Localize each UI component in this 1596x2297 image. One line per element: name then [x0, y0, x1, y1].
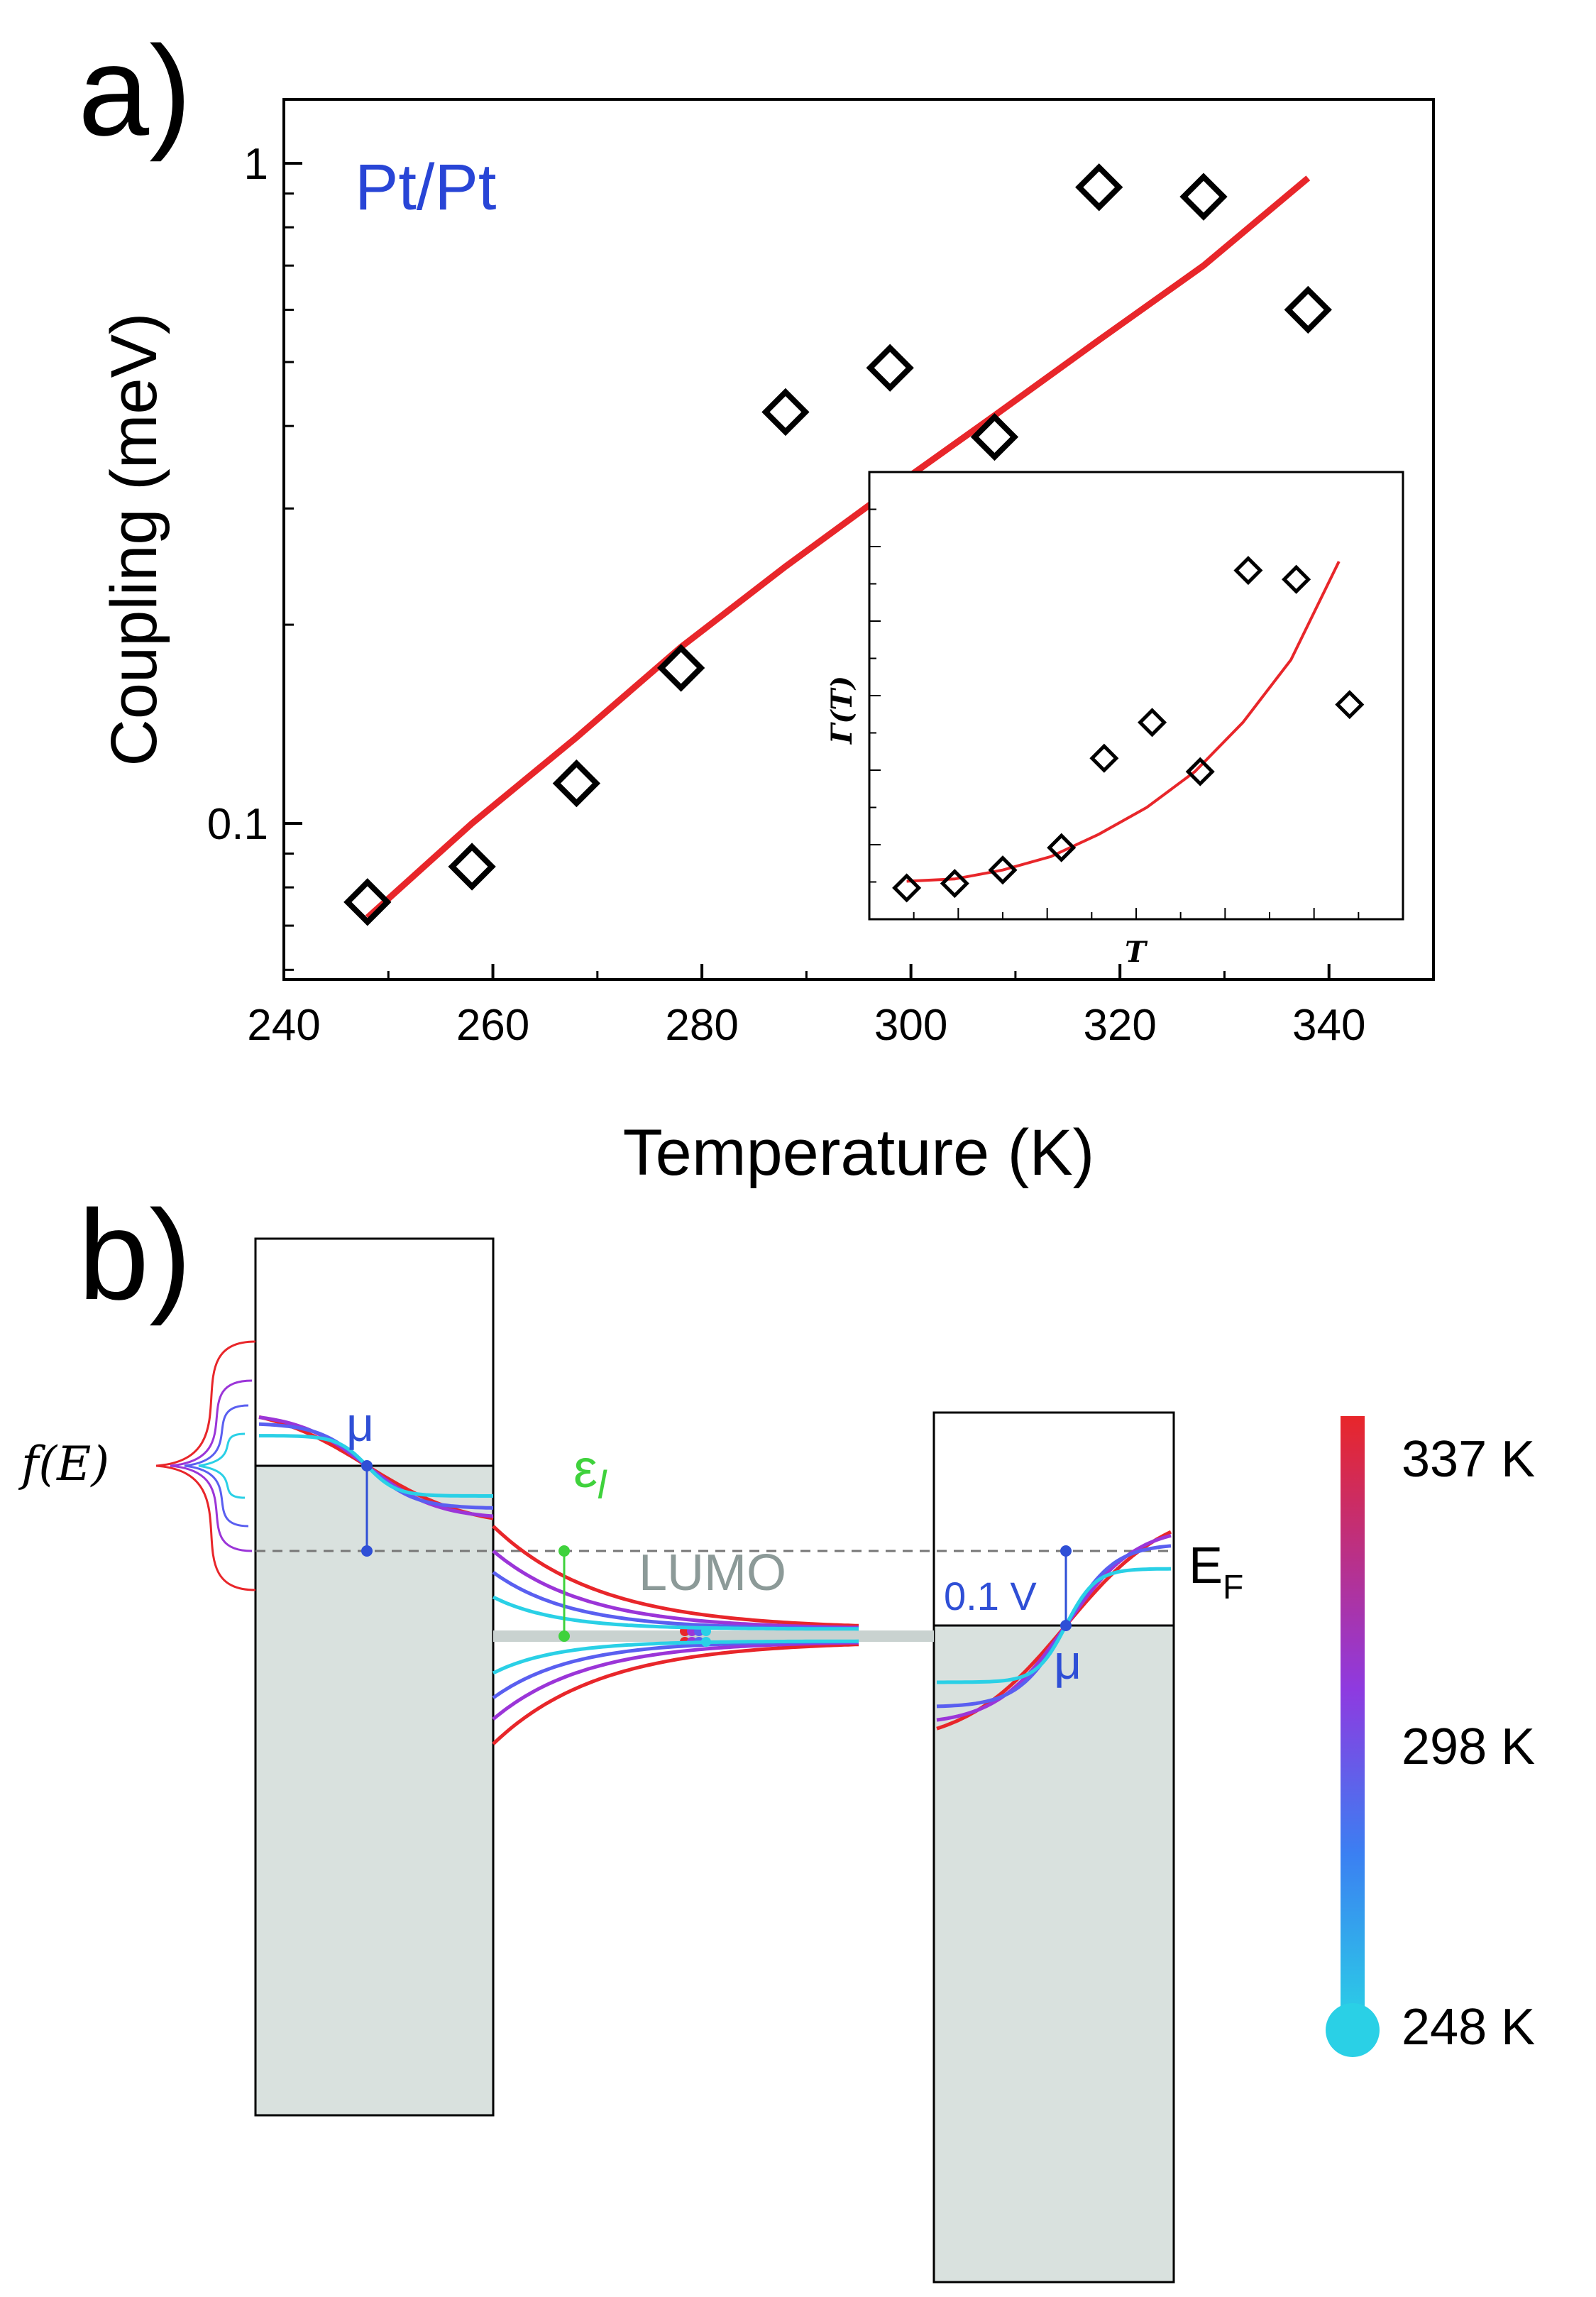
lumo-label: LUMO: [639, 1545, 786, 1601]
panel-a-chart: 240 260 280 300 320 340 0.11 Coupling (meV) T…: [98, 98, 1435, 1189]
fit-curve: [365, 175, 1311, 921]
lumo-broadening-curve: [492, 1640, 859, 1700]
x-tick-label: 240: [247, 1001, 320, 1050]
right-fermi-curves: [936, 1530, 1172, 1731]
inset-data-point: [988, 855, 1018, 885]
fermi-brace: [184, 1404, 249, 1528]
lumo-broadening-curves: [492, 1525, 859, 1745]
panel-b-letter: b): [78, 1184, 192, 1327]
y-axis-label: Coupling (meV): [98, 312, 170, 766]
inset-chart: T Γ(T): [825, 471, 1404, 969]
x-tick-label: 260: [456, 1001, 529, 1050]
x-tick-label: 340: [1292, 1001, 1365, 1050]
data-point: [448, 843, 496, 891]
ef-label: EF: [1189, 1537, 1243, 1606]
epsilon-dot-bottom: [558, 1545, 570, 1557]
bias-label: 0.1 V: [944, 1574, 1037, 1618]
mu-right-label: μ: [1054, 1635, 1082, 1689]
colorbar-label-mid: 298 K: [1402, 1718, 1535, 1775]
panel-a-letter: a): [78, 20, 192, 163]
inset-fit-curve: [906, 561, 1341, 883]
data-point: [552, 759, 601, 808]
data-point: [866, 344, 914, 392]
lumo-broadening-curve: [492, 1639, 859, 1675]
inset-data-point: [1185, 757, 1215, 786]
data-point: [1284, 285, 1332, 334]
inset-data-point: [1089, 743, 1119, 773]
left-fermi-curves: [258, 1415, 494, 1520]
colorbar-bulb: [1326, 2003, 1380, 2057]
left-electrode-filled: [255, 1466, 493, 2115]
lumo-broadening-curve: [492, 1643, 859, 1745]
inset-x-label: T: [1125, 936, 1148, 969]
inset-frame: [868, 471, 1404, 921]
inset-data-point: [892, 873, 922, 903]
data-point: [1075, 163, 1123, 212]
x-axis-label: Temperature (K): [623, 1117, 1095, 1189]
temperature-colorbar: [1341, 1416, 1365, 2023]
panel-b-diagram: LUMO μ μ 0.1 V εl EF f(E): [18, 1237, 1535, 2284]
inset-ticks: [869, 508, 1360, 919]
right-electrode: [932, 1411, 1175, 2284]
epsilon-label: εl: [573, 1439, 607, 1507]
data-point: [1179, 172, 1228, 221]
inset-data-point: [1335, 690, 1365, 720]
fermi-brace: [155, 1340, 256, 1591]
right-electrode-filled: [934, 1626, 1174, 2282]
data-point: [761, 388, 810, 437]
inset-data-point: [1138, 708, 1167, 738]
fe-label: f(E): [18, 1437, 109, 1491]
lumo-node: [701, 1637, 711, 1647]
data-point: [343, 878, 392, 926]
lumo-node: [701, 1626, 711, 1636]
inset-data-point: [1233, 556, 1263, 586]
y-axis: 0.11: [207, 140, 302, 971]
mu-left-dot-bottom: [361, 1545, 373, 1557]
right-fermi-curve: [937, 1567, 1172, 1684]
fermi-width-braces: [155, 1340, 256, 1591]
bias-dot-bottom: [1060, 1620, 1072, 1631]
left-fermi-curve: [259, 1434, 493, 1498]
inset-data-point: [1047, 833, 1077, 862]
pt-pt-annotation: Pt/Pt: [355, 151, 496, 224]
y-tick-label: 0.1: [207, 800, 268, 849]
x-tick-label: 280: [665, 1001, 738, 1050]
fermi-brace: [170, 1379, 253, 1552]
bias-dot-top: [1060, 1545, 1072, 1557]
data-points: [343, 163, 1332, 926]
mu-left-label: μ: [346, 1398, 374, 1452]
y-tick-label: 1: [244, 140, 268, 189]
mu-left-dot-top: [361, 1460, 373, 1471]
data-point: [656, 644, 705, 692]
left-electrode: [254, 1237, 495, 2117]
data-point: [970, 412, 1019, 461]
x-tick-label: 320: [1083, 1001, 1156, 1050]
inset-data-points: [892, 556, 1365, 903]
inset-data-point: [1282, 564, 1311, 594]
inset-data-point: [940, 869, 969, 899]
epsilon-dot-top: [558, 1630, 570, 1642]
lumo-broadening-curve: [492, 1525, 859, 1628]
fermi-brace: [198, 1432, 246, 1499]
plot-frame: [282, 98, 1435, 981]
inset-y-label: Γ(T): [825, 676, 859, 745]
lumo-broadening-curve: [492, 1595, 859, 1631]
colorbar-label-high: 337 K: [1402, 1431, 1535, 1488]
x-axis: 240 260 280 300 320 340: [247, 964, 1365, 1050]
x-tick-label: 300: [874, 1001, 947, 1050]
colorbar-label-low: 248 K: [1402, 1999, 1535, 2056]
